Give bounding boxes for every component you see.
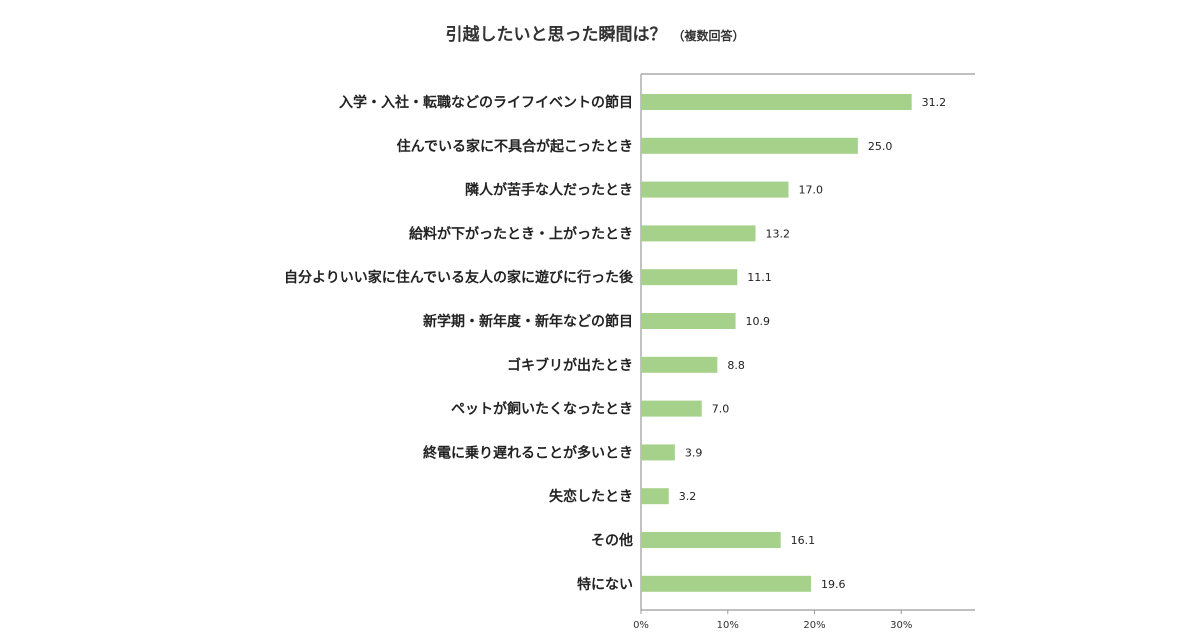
x-tick-label: 10% [717,620,739,631]
x-tick-label: 30% [890,620,912,631]
value-label: 19.6 [821,578,846,591]
x-tick-label: 20% [803,620,825,631]
category-label: 入学・入社・転職などのライフイベントの節目 [339,94,633,111]
bar [641,356,718,373]
chart-subtitle: （複数回答） [672,29,745,43]
value-label: 7.0 [712,403,730,416]
category-label: 隣人が苦手な人だったとき [465,182,633,199]
bar [641,94,912,110]
value-label: 25.0 [868,140,893,153]
value-label: 17.0 [798,184,823,197]
bar [641,532,781,548]
chart-title-block: 引越したいと思った瞬間は？ （複数回答） [0,20,1190,45]
category-label: ペットが飼いたくなったとき [451,401,633,418]
bar [641,225,756,242]
value-label: 8.8 [727,359,745,372]
bar [641,269,738,286]
bar [641,181,789,198]
category-label: 住んでいる家に不具合が起こったとき [397,138,633,155]
bar [641,488,669,505]
bar [641,137,858,154]
bar [641,400,702,417]
category-label: その他 [591,532,633,549]
category-label: 失恋したとき [549,488,633,505]
bar [641,444,675,461]
bar [641,313,736,329]
category-label: 特にない [577,576,633,593]
value-label: 3.9 [685,446,703,459]
bar [641,575,812,592]
value-label: 13.2 [766,227,791,240]
category-label: 新学期・新年度・新年などの節目 [423,313,633,330]
value-label: 11.1 [747,271,772,284]
category-label: 給料が下がったとき・上がったとき [409,225,633,242]
category-label: 終電に乗り遅れることが多いとき [423,444,633,461]
x-tick-label: 0% [633,620,649,631]
chart-title: 引越したいと思った瞬間は？ [445,25,667,45]
category-label: 自分よりいい家に住んでいる友人の家に遊びに行った後 [284,269,634,286]
value-label: 16.1 [791,534,816,547]
value-label: 31.2 [922,96,947,109]
value-label: 3.2 [679,490,697,503]
value-label: 10.9 [746,315,771,328]
category-label: ゴキブリが出たとき [507,357,633,374]
